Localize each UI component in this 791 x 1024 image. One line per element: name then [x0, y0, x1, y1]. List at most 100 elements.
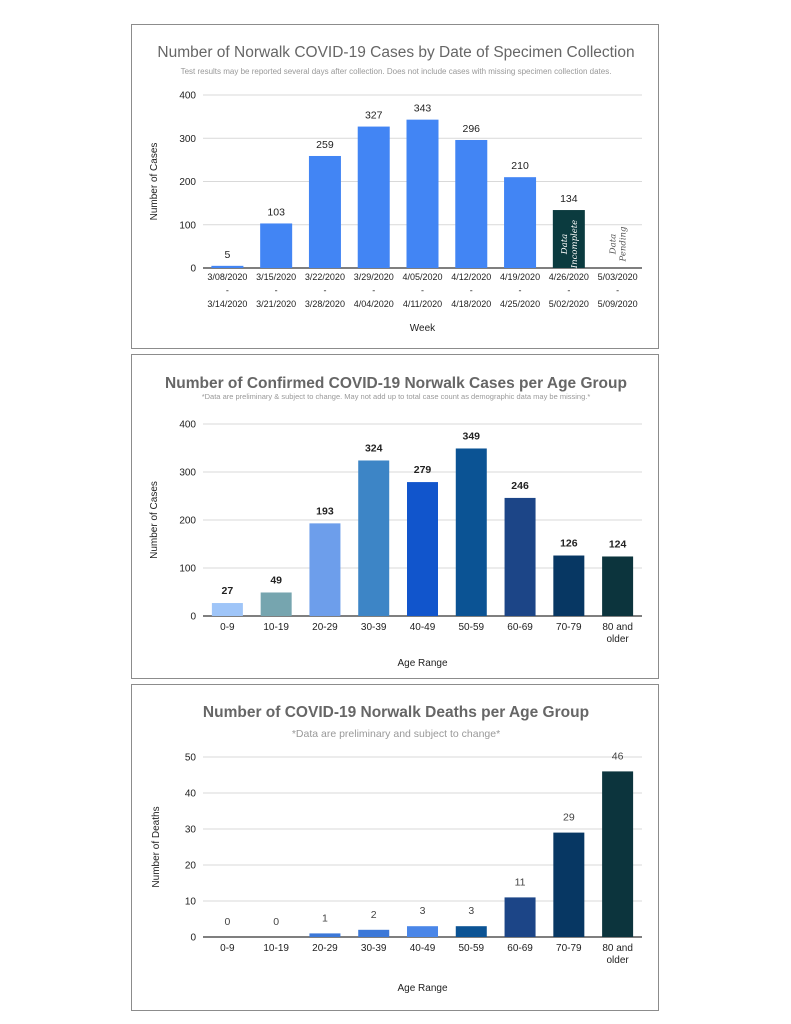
x-tick-label: 40-49 — [410, 943, 436, 954]
x-tick-label: 4/04/2020 — [354, 299, 394, 309]
y-tick-label: 100 — [179, 220, 196, 231]
x-tick-label: 5/09/2020 — [598, 299, 638, 309]
y-axis-label: Number of Deaths — [151, 806, 162, 887]
data-label: 3 — [420, 905, 426, 917]
x-tick-label: 5/02/2020 — [549, 299, 589, 309]
x-tick-label: - — [323, 286, 326, 296]
x-tick-label: 3/08/2020 — [207, 272, 247, 282]
data-label: 349 — [463, 430, 481, 442]
bar — [553, 832, 585, 937]
data-label: 3 — [468, 905, 474, 917]
x-tick-label: 3/21/2020 — [256, 299, 296, 309]
y-tick-label: 30 — [185, 825, 197, 836]
bar — [260, 592, 292, 616]
x-tick-label: 4/11/2020 — [403, 299, 442, 309]
bar — [407, 482, 438, 616]
x-tick-label: - — [519, 286, 522, 296]
x-tick-label: older — [606, 955, 629, 966]
cases-by-age-panel: Number of Confirmed COVID-19 Norwalk Cas… — [131, 354, 659, 679]
x-tick-label: 4/25/2020 — [500, 299, 540, 309]
bar — [358, 460, 390, 616]
data-label: 11 — [515, 876, 526, 888]
x-tick-label: 30-39 — [361, 943, 387, 954]
x-tick-label: 4/05/2020 — [402, 272, 442, 282]
bar — [455, 139, 488, 268]
x-tick-label: 5/03/2020 — [598, 272, 638, 282]
deaths-by-age-chart: Number of COVID-19 Norwalk Deaths per Ag… — [151, 704, 642, 994]
x-axis-label: Age Range — [397, 658, 447, 669]
y-tick-label: 200 — [179, 516, 196, 527]
bar-annotation: Data Pending — [609, 226, 629, 262]
cases-by-age-chart: Number of Confirmed COVID-19 Norwalk Cas… — [149, 375, 642, 669]
data-label: 279 — [414, 464, 432, 476]
x-tick-label: 20-29 — [312, 943, 338, 954]
bar — [407, 926, 438, 937]
x-tick-label: 4/26/2020 — [549, 272, 589, 282]
x-tick-label: 3/15/2020 — [256, 272, 296, 282]
data-label: 124 — [609, 538, 627, 550]
x-tick-label: 0-9 — [220, 943, 235, 954]
data-label: 5 — [224, 249, 230, 261]
bar — [211, 603, 243, 616]
bar — [504, 177, 537, 268]
y-tick-label: 10 — [185, 897, 197, 908]
bar — [406, 119, 439, 268]
bar — [504, 897, 536, 937]
data-label: 327 — [365, 110, 383, 122]
bar-annotation-text: Data — [609, 234, 619, 255]
bar — [260, 223, 293, 268]
x-tick-label: 4/19/2020 — [500, 272, 540, 282]
y-tick-label: 400 — [179, 91, 196, 102]
x-tick-label: 70-79 — [556, 943, 582, 954]
cases-by-week-chart: Number of Norwalk COVID-19 Cases by Date… — [149, 44, 642, 334]
chart-title: Number of Norwalk COVID-19 Cases by Date… — [157, 44, 634, 61]
bar-annotation: Data Incomplete — [560, 220, 580, 269]
x-tick-label: - — [226, 286, 229, 296]
x-tick-label: 3/29/2020 — [354, 272, 394, 282]
x-tick-label: - — [616, 286, 619, 296]
x-tick-label: older — [606, 634, 629, 645]
x-tick-label: 4/12/2020 — [451, 272, 491, 282]
data-label: 103 — [267, 206, 285, 218]
y-tick-label: 50 — [185, 753, 197, 764]
x-tick-label: 70-79 — [556, 622, 582, 633]
data-label: 210 — [511, 160, 529, 172]
y-axis-label: Number of Cases — [149, 481, 160, 559]
data-label: 193 — [316, 505, 334, 517]
x-tick-label: - — [567, 286, 570, 296]
data-label: 46 — [612, 750, 624, 762]
bar-annotation-text: Incomplete — [570, 220, 580, 269]
x-tick-label: 3/22/2020 — [305, 272, 345, 282]
x-tick-label: - — [372, 286, 375, 296]
bar-annotation-text: Pending — [619, 226, 629, 262]
chart-subtitle: Test results may be reported several day… — [181, 67, 612, 76]
y-tick-label: 200 — [179, 177, 196, 188]
y-tick-label: 0 — [190, 264, 196, 275]
data-label: 296 — [463, 123, 481, 135]
x-tick-label: 4/18/2020 — [451, 299, 491, 309]
x-tick-label: - — [275, 286, 278, 296]
bar — [455, 926, 487, 937]
bar — [602, 771, 634, 937]
x-tick-label: 60-69 — [507, 943, 533, 954]
x-axis-label: Age Range — [397, 983, 447, 994]
bar — [309, 523, 341, 616]
y-tick-label: 300 — [179, 134, 196, 145]
x-tick-label: 10-19 — [263, 943, 289, 954]
data-label: 1 — [322, 912, 328, 924]
x-tick-label: 50-59 — [458, 943, 484, 954]
y-tick-label: 100 — [179, 564, 196, 575]
x-tick-label: 30-39 — [361, 622, 387, 633]
y-axis-label: Number of Cases — [149, 143, 160, 221]
bar — [211, 265, 244, 268]
data-label: 0 — [273, 916, 279, 928]
x-tick-label: 80 and — [602, 622, 633, 633]
x-tick-label: 50-59 — [458, 622, 484, 633]
data-label: 259 — [316, 139, 334, 151]
bar — [553, 555, 585, 616]
x-tick-label: 3/14/2020 — [207, 299, 247, 309]
bar — [455, 448, 487, 616]
bar-annotation-text: Data — [560, 234, 570, 255]
y-tick-label: 400 — [179, 420, 196, 431]
y-tick-label: 20 — [185, 861, 197, 872]
